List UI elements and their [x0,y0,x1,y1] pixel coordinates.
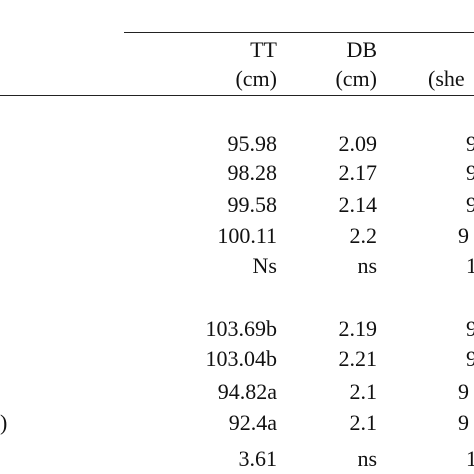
header-db-unit: (cm) [335,66,377,91]
cell-tt: 95.98 [227,131,278,156]
cell-tt: 98.28 [227,160,278,185]
top-header-rule [124,32,474,33]
header-col3-unit: (she [428,66,465,91]
cell-tt: 3.61 [238,446,278,471]
cell-db: 2.14 [338,192,378,217]
header-tt: TT [250,37,277,62]
cell-db: ns [357,446,377,471]
cell-c3: 1 [466,446,474,471]
cell-db: 2.09 [338,131,378,156]
cell-tt: Ns [252,253,277,278]
cell-db: ns [357,253,377,278]
cell-db: 2.19 [338,316,378,341]
cell-c3: 9 [466,316,474,341]
cell-c3: 9 [466,346,474,371]
cell-c3: 9 [458,379,469,404]
left-fragment: ) [0,410,8,435]
cell-tt: 94.82a [217,379,277,404]
cell-c3: 9 [458,410,469,435]
cell-c3: 9 [466,160,474,185]
cell-tt: 92.4a [228,410,277,435]
cell-c3: 9 [458,223,469,248]
cell-db: 2.1 [349,410,378,435]
cell-tt: 100.11 [217,223,277,248]
cell-c3: 1 [466,253,474,278]
header-db: DB [346,37,377,62]
cell-db: 2.17 [338,160,378,185]
cell-c3: 9 [466,192,474,217]
cell-db: 2.2 [349,223,378,248]
cell-db: 2.21 [338,346,378,371]
cell-db: 2.1 [349,379,378,404]
cell-c3: 9 [466,131,474,156]
header-bottom-rule [0,95,474,96]
header-tt-unit: (cm) [235,66,277,91]
cell-tt: 103.69b [205,316,278,341]
cell-tt: 99.58 [227,192,278,217]
cell-tt: 103.04b [205,346,278,371]
